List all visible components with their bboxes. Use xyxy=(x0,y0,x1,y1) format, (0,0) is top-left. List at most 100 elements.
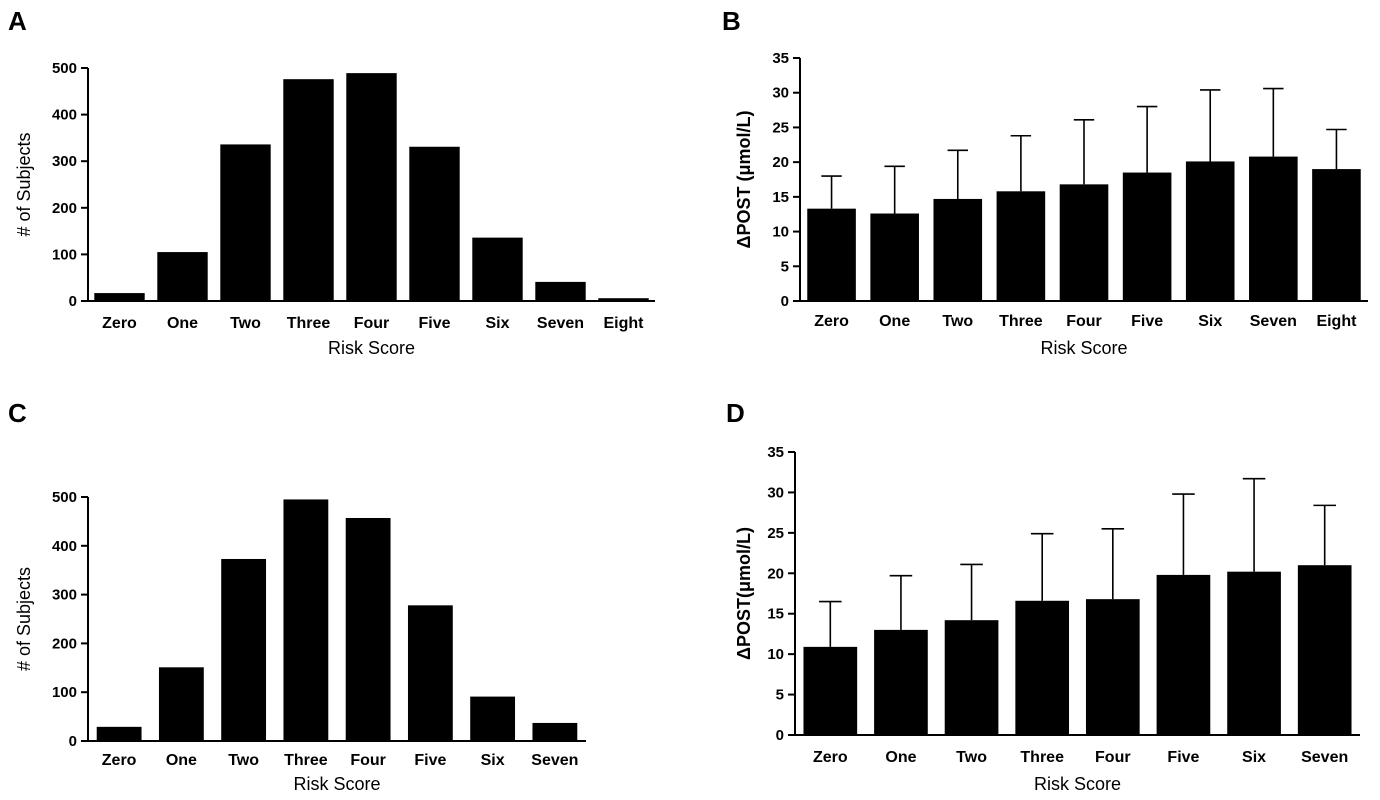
bar xyxy=(96,726,142,741)
bar xyxy=(1185,161,1235,301)
y-tick-label: 10 xyxy=(772,224,789,241)
x-tick-label: Four xyxy=(1095,749,1131,766)
bar xyxy=(346,73,397,301)
y-tick-label: 30 xyxy=(772,85,789,102)
x-tick-label: Zero xyxy=(814,313,849,330)
x-tick-label: Two xyxy=(942,313,973,330)
bar xyxy=(535,281,586,301)
bar xyxy=(803,646,858,735)
chart-a: 0 100 200 300 400 500 Zero One Two Three Four Five S… xyxy=(14,60,655,358)
bar xyxy=(94,293,145,301)
x-axis-title: Risk Score xyxy=(328,338,415,358)
x-axis-title: Risk Score xyxy=(1034,774,1121,794)
x-tick-label: Three xyxy=(287,315,331,332)
x-tick-label: Seven xyxy=(1250,313,1297,330)
x-tick-label: Two xyxy=(228,752,259,769)
bar xyxy=(598,298,649,301)
y-tick-label: 400 xyxy=(52,538,77,555)
bar xyxy=(1227,571,1281,735)
x-tick-label: Four xyxy=(350,752,386,769)
x-tick-label: Seven xyxy=(537,315,584,332)
bar xyxy=(472,237,523,301)
bar xyxy=(220,144,271,301)
x-tick-label: Zero xyxy=(102,752,137,769)
y-tick-label: 300 xyxy=(52,153,77,170)
x-tick-label: Three xyxy=(284,752,328,769)
bar xyxy=(1085,599,1140,735)
y-tick-label: 15 xyxy=(767,606,784,623)
panel-a: A 0 100 200 300 400 500 Zero One Two Three Four Fiv… xyxy=(8,6,655,358)
x-tick-label: One xyxy=(879,313,910,330)
x-tick-label: Seven xyxy=(1301,749,1348,766)
x-tick-label: One xyxy=(885,749,916,766)
bar xyxy=(1312,169,1361,301)
y-tick-label: 500 xyxy=(52,489,77,506)
x-axis-title: Risk Score xyxy=(293,774,380,794)
bar xyxy=(157,252,208,301)
y-tick-label: 25 xyxy=(772,119,789,136)
x-tick-label: Six xyxy=(1242,749,1266,766)
y-tick-label: 5 xyxy=(781,258,789,275)
chart-c: 0 100 200 300 400 500 Zero One Two Three Four Five S… xyxy=(14,489,586,794)
y-tick-label: 400 xyxy=(52,107,77,124)
x-tick-label: Five xyxy=(1167,749,1199,766)
bar xyxy=(1015,600,1070,735)
x-tick-label: One xyxy=(166,752,197,769)
chart-b: 0 5 10 15 20 25 30 35 Zero One Two Three Four Five Six… xyxy=(734,50,1368,358)
x-tick-label: Zero xyxy=(102,315,137,332)
y-axis-title: ΔPOST(μmol/L) xyxy=(734,527,754,660)
bar xyxy=(870,213,919,301)
x-tick-label: Two xyxy=(956,749,987,766)
x-tick-label: Four xyxy=(1066,313,1102,330)
y-tick-label: 0 xyxy=(69,733,77,750)
x-tick-label: Seven xyxy=(531,752,578,769)
y-axis-title: # of Subjects xyxy=(14,132,34,236)
x-tick-label: Four xyxy=(354,315,390,332)
x-axis-title: Risk Score xyxy=(1040,338,1127,358)
x-tick-label: Six xyxy=(1198,313,1222,330)
panel-letter-b: B xyxy=(722,6,741,36)
bar xyxy=(807,208,856,301)
panel-d: D 0 5 10 15 20 25 30 35 Zero One Two Three Four Five S… xyxy=(726,398,1360,794)
bar xyxy=(409,146,460,301)
x-tick-label: Five xyxy=(418,315,450,332)
y-tick-label: 5 xyxy=(776,687,784,704)
bar xyxy=(944,620,999,735)
y-tick-label: 35 xyxy=(772,50,789,67)
y-tick-label: 200 xyxy=(52,635,77,652)
x-tick-label: Six xyxy=(485,315,509,332)
y-tick-label: 20 xyxy=(772,154,789,171)
bar xyxy=(283,79,334,302)
y-tick-label: 0 xyxy=(781,293,789,310)
panel-b: B 0 5 10 15 20 25 30 35 Zero One Two Three Four Five S… xyxy=(722,6,1368,358)
x-tick-label: Zero xyxy=(813,749,848,766)
y-tick-label: 0 xyxy=(69,293,77,310)
x-tick-label: Five xyxy=(1131,313,1163,330)
y-tick-label: 35 xyxy=(767,444,784,461)
y-tick-label: 500 xyxy=(52,60,77,77)
y-tick-label: 25 xyxy=(767,525,784,542)
y-tick-label: 200 xyxy=(52,200,77,217)
bar xyxy=(1122,172,1172,301)
x-tick-label: Eight xyxy=(604,315,645,332)
panel-letter-a: A xyxy=(8,6,27,36)
bar xyxy=(996,191,1046,301)
panel-letter-d: D xyxy=(726,398,745,428)
x-tick-label: Two xyxy=(230,315,261,332)
chart-d: 0 5 10 15 20 25 30 35 Zero One Two Three Four Five Six… xyxy=(734,444,1360,794)
x-tick-label: Three xyxy=(999,313,1043,330)
bar xyxy=(345,517,391,741)
x-tick-label: One xyxy=(167,315,198,332)
bar xyxy=(283,499,329,741)
y-tick-label: 0 xyxy=(776,727,784,744)
y-axis-title: # of Subjects xyxy=(14,567,34,671)
bar xyxy=(470,696,516,741)
x-tick-label: Six xyxy=(481,752,505,769)
bar xyxy=(407,605,453,741)
y-tick-label: 20 xyxy=(767,565,784,582)
bar xyxy=(1297,565,1352,735)
y-tick-label: 10 xyxy=(767,646,784,663)
panel-c: C 0 100 200 300 400 500 Zero One Two Three Four Fiv… xyxy=(8,398,586,794)
panel-letter-c: C xyxy=(8,398,27,428)
